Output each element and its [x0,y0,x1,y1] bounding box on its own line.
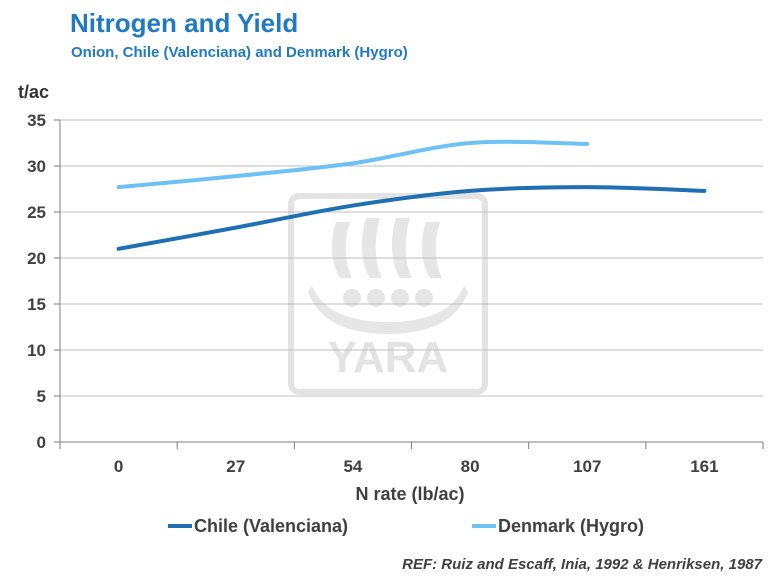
chart-title: Nitrogen and Yield [70,8,299,38]
legend-label: Denmark (Hygro) [498,516,644,536]
y-tick-label: 5 [37,387,46,406]
y-tick-label: 20 [27,249,46,268]
x-tick-label: 27 [226,457,245,476]
y-axis-unit: t/ac [18,82,50,102]
x-tick-label: 54 [343,457,362,476]
y-tick-label: 0 [37,433,46,452]
x-tick-label: 0 [114,457,123,476]
legend-label: Chile (Valenciana) [194,516,348,536]
x-tick-label: 80 [461,457,480,476]
yara-watermark: YARA [288,193,488,395]
reference-note: REF: Ruiz and Escaff, Inia, 1992 & Henri… [402,556,762,573]
y-tick-label: 15 [27,295,46,314]
y-tick-label: 10 [27,341,46,360]
series-line-denmark [116,139,590,190]
y-tick-label: 30 [27,157,46,176]
chart-subtitle: Onion, Chile (Valenciana) and Denmark (H… [71,44,408,61]
x-axis-title: N rate (lb/ac) [355,484,464,504]
watermark-text: YARA [328,333,449,382]
x-tick-label: 161 [690,457,718,476]
series-line-chile [116,185,707,251]
y-tick-label: 35 [27,111,46,130]
y-tick-label: 25 [27,203,46,222]
x-tick-label: 107 [573,457,601,476]
